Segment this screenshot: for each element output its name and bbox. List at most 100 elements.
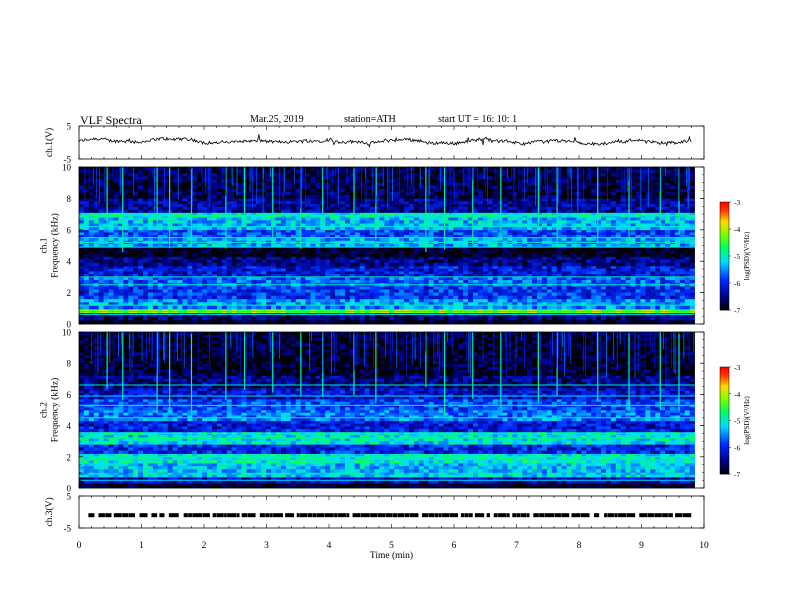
ch1-spectrogram-cell — [340, 295, 346, 300]
ch1-spectrogram-cell — [192, 280, 198, 284]
ch1-spectrogram-cell — [285, 268, 292, 272]
ch1-spectrogram-cell — [320, 223, 326, 227]
ch1-spectrogram-cell — [453, 223, 459, 227]
ch1-spectrogram-cell — [610, 286, 617, 290]
ch1-spectrogram-cell — [103, 276, 109, 281]
ch1-spectrogram-cell — [684, 247, 690, 251]
ch3-signal-segment — [377, 513, 386, 518]
ch1-spectrogram-cell — [276, 247, 282, 251]
ch1-spectrogram-cell — [315, 276, 321, 281]
ch1-spectrogram-cell — [423, 262, 429, 267]
ch1-spectrogram-cell — [256, 243, 262, 248]
ch1-spectrogram-cell — [128, 320, 134, 325]
ch1-spectrogram-cell — [586, 250, 592, 254]
ch1-spectrogram-cell — [571, 274, 577, 278]
ch1-spectrogram-cell — [665, 247, 671, 251]
ch1-spectrogram-cell — [620, 253, 626, 257]
ch1-spectrogram-cell — [123, 214, 129, 218]
ch1-spectrogram-cell — [448, 271, 454, 275]
ch1-spectrogram-cell — [236, 259, 242, 264]
ch1-spectrogram-cell — [408, 259, 415, 264]
ch1-spectrogram-cell — [679, 274, 686, 278]
ch1-spectrogram-cell — [344, 265, 351, 269]
ch1-spectrogram-cell — [118, 253, 124, 257]
ch1-spectrogram-cell — [630, 237, 636, 242]
ch1-spectrogram-cell — [261, 259, 267, 264]
ch1-spectrogram-cell — [88, 289, 95, 293]
ch1-spectrogram-cell — [640, 235, 646, 238]
ch1-spectrogram-cell — [167, 274, 173, 278]
ch1-spectrogram-cell — [108, 250, 114, 254]
ch1-spectrogram-cell — [635, 292, 641, 297]
ch1-spectrogram-cell — [108, 237, 114, 242]
ch1-spectrogram-cell — [276, 289, 282, 293]
ch1-spectrogram-cell — [290, 276, 296, 281]
ch1-spectrogram-cell — [581, 243, 587, 248]
ch1-spectrogram-cell — [246, 320, 252, 325]
ch1-spectrogram-cell — [330, 220, 336, 224]
ch1-spectrogram-cell — [251, 280, 257, 284]
ch1-spectrogram-cell — [271, 247, 277, 251]
ch1-spectrogram-cell — [152, 280, 159, 284]
ch1-spectrogram-cell — [458, 229, 464, 233]
ch1-spectrogram-cell — [340, 280, 346, 284]
ch1-spectrogram-cell — [93, 220, 99, 224]
ch1-spectrogram-cell — [276, 198, 282, 202]
ch1-spectrogram-cell — [138, 237, 144, 242]
ch1-spectrogram-cell — [177, 250, 183, 254]
ch1-spectrogram-cell — [596, 262, 602, 267]
ch1-spectrogram-cell — [266, 286, 272, 290]
ch1-spectrogram-cell — [93, 223, 99, 227]
ch1-spectrogram-cell — [458, 268, 464, 272]
ch1-spectrogram-cell — [216, 256, 223, 260]
ch1-spectrogram-cell — [340, 223, 346, 227]
ch1-spectrogram-cell — [266, 250, 272, 254]
ch1-spectrogram-cell — [492, 292, 498, 297]
ch3-signal-segment — [217, 513, 224, 518]
ch1-spectrogram-cell — [79, 298, 85, 303]
ch1-spectrogram-cell — [665, 280, 671, 284]
ch1-spectrogram-cell — [443, 235, 449, 238]
ch1-spectrogram-cell — [172, 243, 178, 248]
ch1-spectrogram-cell — [359, 201, 365, 205]
ch1-spectrogram-cell — [108, 223, 114, 227]
ch1-spectrogram-cell — [458, 217, 464, 221]
ch1-spectrogram-cell — [655, 247, 661, 251]
ch1-spectrogram-cell — [640, 289, 646, 293]
ch1-spectrogram-cell — [517, 259, 523, 264]
ch1-spectrogram-cell — [241, 305, 247, 310]
ch1-spectrogram-cell — [655, 198, 661, 202]
ch1-spectrogram-cell — [167, 280, 173, 284]
ch1-spectrogram-cell — [660, 235, 666, 238]
ch1-spectrogram-cell — [98, 276, 104, 281]
ch1-spectrogram-cell — [517, 292, 523, 297]
ch1-spectrogram-cell — [645, 226, 651, 231]
ch1-spectrogram-cell — [674, 298, 681, 303]
ch1-spectrogram-cell — [645, 262, 651, 267]
ch1-spectrogram-cell — [123, 226, 129, 231]
ch1-spectrogram-cell — [207, 320, 213, 325]
ch1-spectrogram-cell — [310, 280, 316, 284]
ch1-spectrogram-cell — [276, 253, 282, 257]
ch1-spectrogram-cell — [438, 289, 444, 293]
ch1-spectrogram-cell — [561, 223, 567, 227]
ch1-spectrogram-cell — [650, 253, 656, 257]
ch1-spectrogram-cell — [418, 212, 425, 216]
ch1-spectrogram-cell — [379, 265, 385, 269]
ch1-spectrogram-cell — [413, 262, 420, 267]
ch1-spectrogram-cell — [463, 280, 469, 284]
ch1-spectrogram-cell — [98, 235, 104, 238]
ch1-spectrogram-cell — [635, 214, 641, 218]
ch1-spectrogram-cell — [236, 320, 242, 325]
ch1-spectrogram-cell — [610, 223, 617, 227]
ch1-spectrogram-cell — [344, 295, 351, 300]
ch3-signal-y-label: ch.3(V) — [44, 497, 55, 526]
ch1-spectrogram-cell — [625, 232, 631, 236]
ch1-spectrogram-cell — [202, 237, 208, 242]
ch1-spectrogram-cell — [305, 217, 311, 221]
ch1-spectrogram-cell — [310, 217, 316, 221]
ch1-spectrogram-cell — [394, 223, 400, 227]
ch1-spectrogram-cell — [541, 250, 548, 254]
ch1-spectrogram-cell — [320, 274, 326, 278]
ch1-spectrogram-cell — [108, 295, 114, 300]
